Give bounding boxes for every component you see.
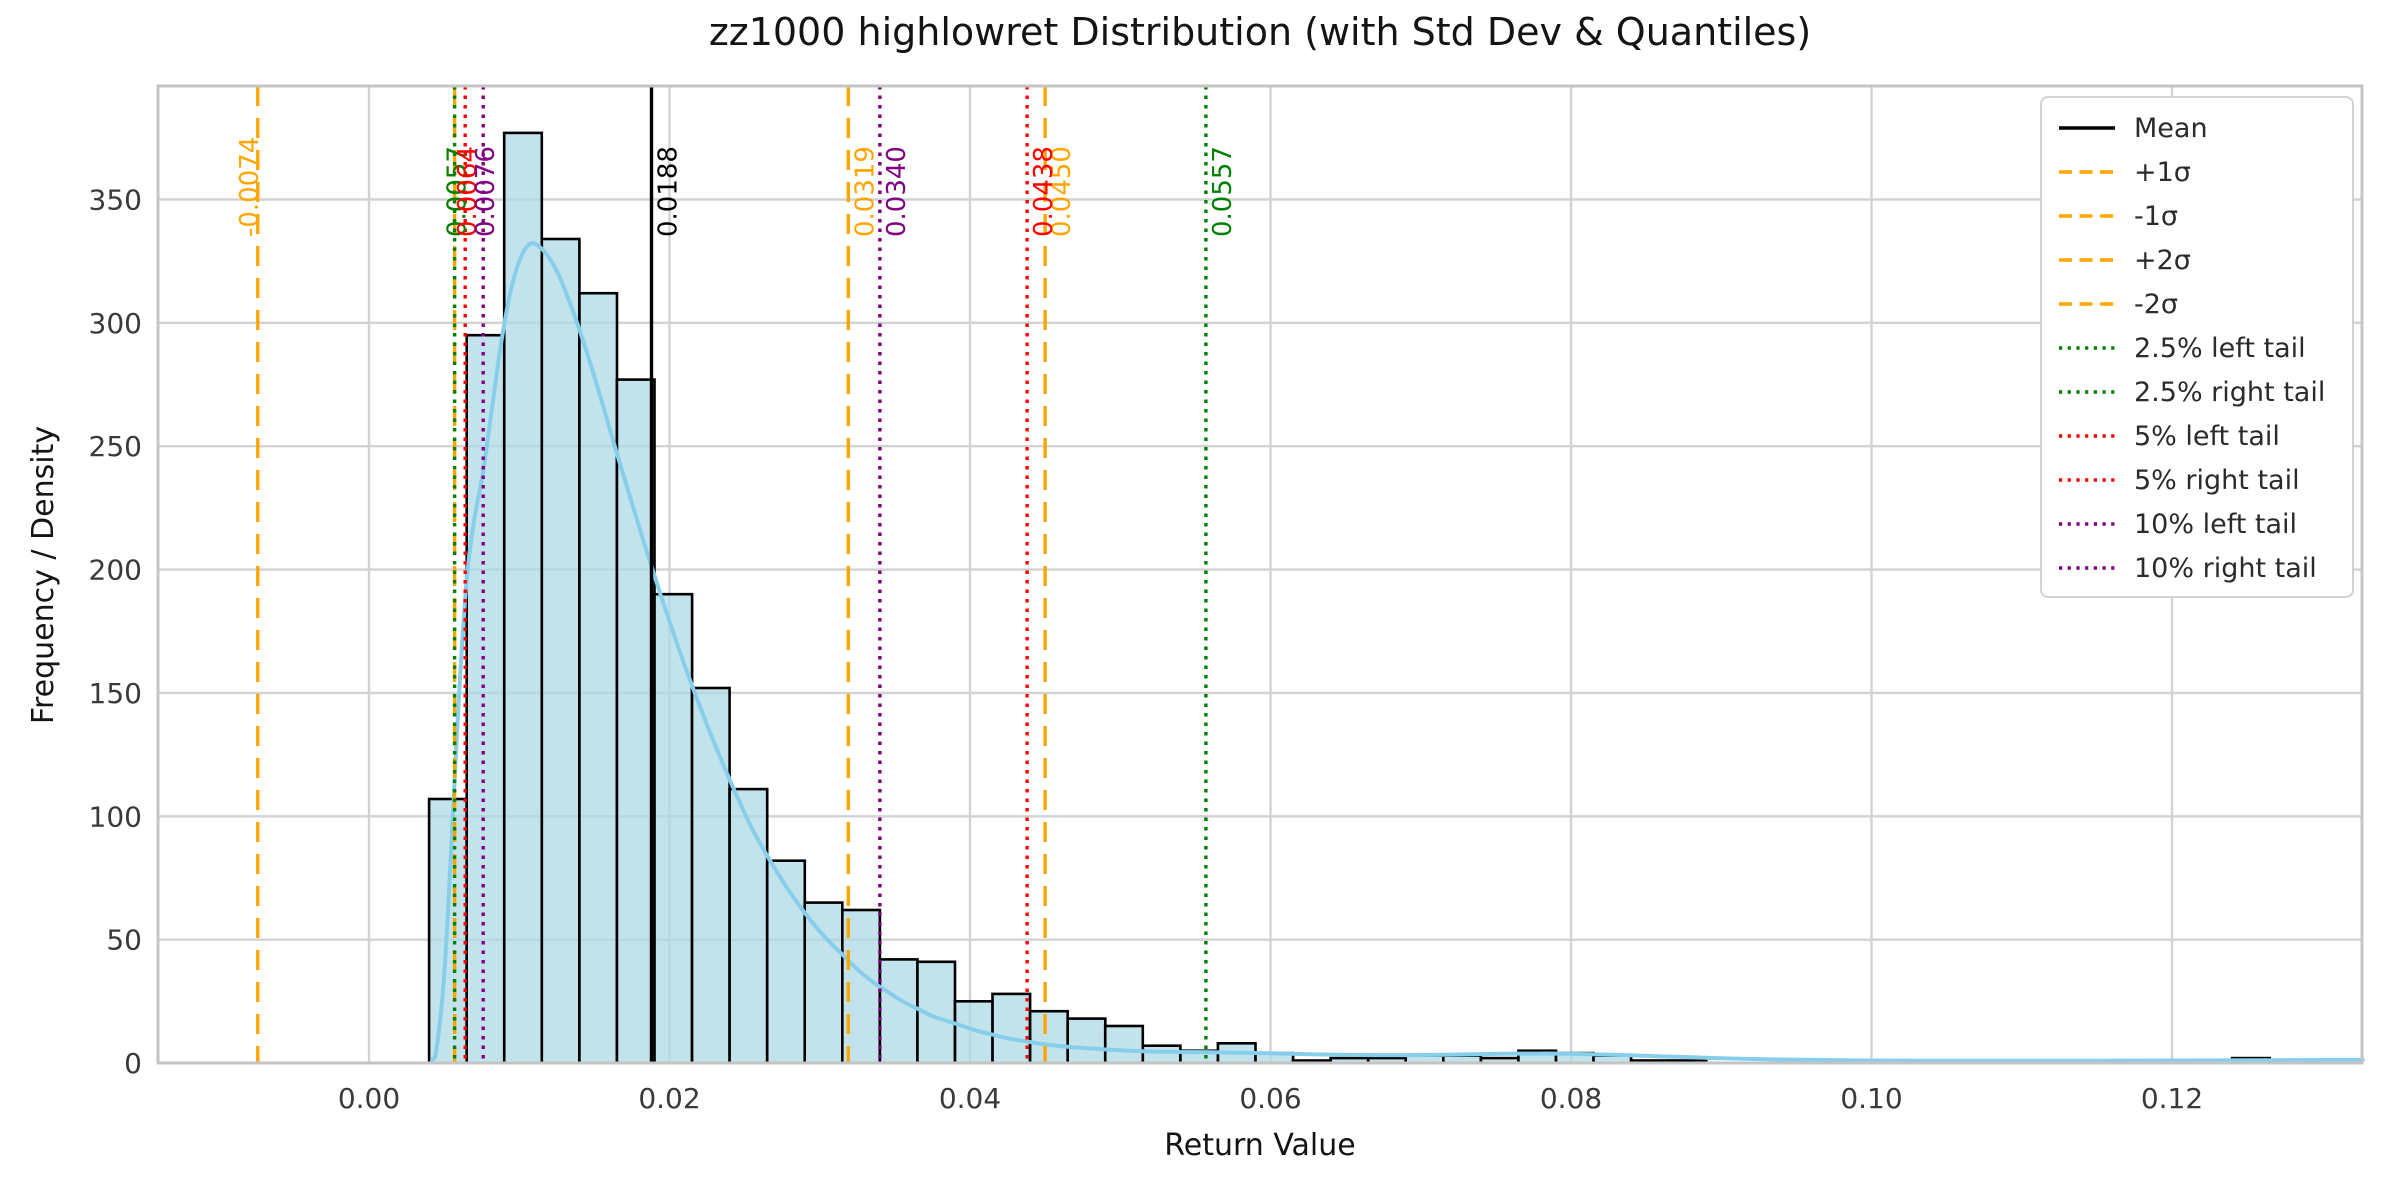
- histogram-bar: [690, 686, 731, 1065]
- legend-label-q5-right: 5% right tail: [2134, 464, 2300, 496]
- plot-border: [156, 84, 2364, 1065]
- y-tick-label: 100: [89, 800, 142, 833]
- vline-label-minus-2-sigma: -0.0074: [235, 137, 265, 237]
- legend-handle-q2-5-right: [2059, 390, 2115, 394]
- vline-label-mean: 0.0188: [654, 146, 684, 237]
- legend-entry-q5-right: 5% right tail: [2058, 458, 2344, 502]
- y-tick-label: 150: [89, 677, 142, 710]
- histogram-bar: [1141, 1044, 1182, 1065]
- vline-label-q5-left: 0.0064: [453, 146, 483, 237]
- x-tick-label: 0.02: [638, 1082, 700, 1115]
- y-tick-label: 250: [89, 430, 142, 463]
- y-tick-label: 200: [89, 554, 142, 587]
- legend-entry-q2-5-right: 2.5% right tail: [2058, 370, 2344, 414]
- x-tick-label: 0.06: [1239, 1082, 1301, 1115]
- x-tick-label: 0.12: [2141, 1082, 2203, 1115]
- legend-handle-minus-1-sigma: [2059, 214, 2115, 218]
- legend-label-plus-1-sigma: +1σ: [2134, 156, 2191, 188]
- kde-curve: [430, 241, 2365, 1063]
- vline-label-q5-right: 0.0438: [1029, 146, 1059, 237]
- legend-entry-minus-1-sigma: -1σ: [2058, 194, 2344, 238]
- vline-label-q2-5-right: 0.0557: [1208, 146, 1238, 237]
- histogram-bar: [878, 958, 919, 1065]
- legend-label-q10-right: 10% right tail: [2134, 552, 2317, 584]
- legend-entry-q2-5-left: 2.5% left tail: [2058, 326, 2344, 370]
- legend-handle-mean: [2059, 126, 2115, 130]
- legend-label-minus-1-sigma: -1σ: [2134, 200, 2179, 232]
- legend-label-minus-2-sigma: -2σ: [2134, 288, 2179, 320]
- vline-label-q10-left: 0.0076: [471, 146, 501, 237]
- x-tick-label: 0.10: [1840, 1082, 1902, 1115]
- legend-handle-q10-right: [2059, 566, 2115, 570]
- legend-handle-plus-1-sigma: [2059, 170, 2115, 174]
- legend-label-q2-5-left: 2.5% left tail: [2134, 332, 2306, 364]
- histogram-bar: [803, 901, 844, 1065]
- legend-entry-minus-2-sigma: -2σ: [2058, 282, 2344, 326]
- vline-label-plus-1-sigma: 0.0319: [850, 146, 880, 237]
- legend-entry-q5-left: 5% left tail: [2058, 414, 2344, 458]
- y-tick-label: 300: [89, 307, 142, 340]
- legend-entry-mean: Mean: [2058, 106, 2344, 150]
- legend-handle-minus-2-sigma: [2059, 302, 2115, 306]
- legend-entry-q10-right: 10% right tail: [2058, 546, 2344, 590]
- histogram-bar: [502, 131, 544, 1065]
- legend-handle-plus-2-sigma: [2059, 258, 2115, 262]
- vline-label-minus-1-sigma: 0.0057: [443, 146, 473, 237]
- legend-label-q10-left: 10% left tail: [2134, 508, 2298, 540]
- histogram-bar: [540, 237, 581, 1065]
- legend-label-plus-2-sigma: +2σ: [2134, 244, 2191, 276]
- legend-entry-plus-2-sigma: +2σ: [2058, 238, 2344, 282]
- histogram-bar: [1103, 1024, 1145, 1065]
- y-tick-label: 0: [124, 1047, 142, 1080]
- chart-title: zz1000 highlowret Distribution (with Std…: [708, 10, 1812, 54]
- legend-handle-q2-5-left: [2059, 346, 2115, 350]
- legend-handle-q10-left: [2059, 522, 2115, 526]
- histogram-bar: [991, 992, 1032, 1065]
- x-axis-label: Return Value: [1164, 1128, 1356, 1163]
- legend-entry-q10-left: 10% left tail: [2058, 502, 2344, 546]
- x-tick-label: 0.00: [338, 1082, 400, 1115]
- legend-label-mean: Mean: [2134, 112, 2208, 144]
- vline-label-q10-right: 0.0340: [882, 146, 912, 237]
- histogram-bar: [1066, 1017, 1107, 1065]
- legend-label-q5-left: 5% left tail: [2134, 420, 2280, 452]
- vline-label-plus-2-sigma: 0.0450: [1047, 146, 1077, 237]
- legend: Mean +1σ -1σ +2σ -2σ 2.5% left tail 2.5% right…: [2040, 96, 2354, 598]
- x-tick-label: 0.08: [1540, 1082, 1602, 1115]
- vline-label-q2-5-left: 0.0057: [443, 146, 473, 237]
- y-tick-label: 350: [89, 184, 142, 217]
- legend-handle-q5-right: [2059, 478, 2115, 482]
- y-axis-label: Frequency / Density: [26, 425, 61, 725]
- histogram-bar: [765, 859, 807, 1065]
- histogram-bar: [1028, 1009, 1069, 1065]
- histogram-bar: [578, 291, 619, 1065]
- legend-handle-q5-left: [2059, 434, 2115, 438]
- legend-entry-plus-1-sigma: +1σ: [2058, 150, 2344, 194]
- legend-label-q2-5-right: 2.5% right tail: [2134, 376, 2326, 408]
- y-tick-label: 50: [106, 924, 142, 957]
- x-tick-label: 0.04: [939, 1082, 1001, 1115]
- histogram-bar: [728, 787, 769, 1065]
- histogram-bar: [615, 378, 656, 1065]
